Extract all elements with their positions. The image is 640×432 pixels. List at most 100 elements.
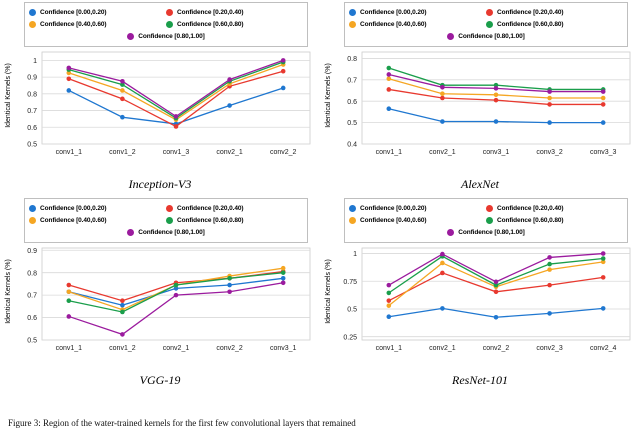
svg-text:conv2_2: conv2_2 <box>483 345 510 352</box>
legend-label: Confidence [0.60,0.80) <box>177 217 244 224</box>
legend-item: Confidence [0.40,0.60) <box>29 217 166 224</box>
plot-area-alexnet: 0.4 0.5 0.6 0.7 0.8 conv1_1 conv2_1 conv3_1 conv… <box>347 51 631 156</box>
svg-text:1: 1 <box>353 251 357 258</box>
svg-text:0.25: 0.25 <box>343 334 357 341</box>
svg-text:0.5: 0.5 <box>27 142 37 149</box>
legend-color-swatch <box>486 9 493 16</box>
legend-label: Confidence [0.60,0.80) <box>177 21 244 28</box>
svg-text:0.8: 0.8 <box>347 56 357 63</box>
legend-label: Confidence [0.40,0.60) <box>40 21 107 28</box>
figure-caption: Figure 3: Region of the water-trained ke… <box>8 418 356 428</box>
svg-text:0.5: 0.5 <box>27 338 37 345</box>
svg-text:conv1_3: conv1_3 <box>163 149 190 156</box>
legend-label: Confidence [0.00,0.20) <box>40 205 107 212</box>
svg-text:conv2_1: conv2_1 <box>429 149 456 156</box>
legend-color-swatch <box>29 9 36 16</box>
legend-color-swatch <box>29 217 36 224</box>
legend-color-swatch <box>447 33 455 40</box>
svg-text:conv2_2: conv2_2 <box>270 149 297 156</box>
panel-title-resnet: ResNet-101 <box>452 373 508 387</box>
legend-item: Confidence [0.00,0.20) <box>29 205 166 212</box>
svg-text:0.8: 0.8 <box>27 270 37 277</box>
svg-text:conv1_1: conv1_1 <box>376 345 403 352</box>
svg-text:conv1_1: conv1_1 <box>56 149 83 156</box>
svg-text:0.6: 0.6 <box>27 125 37 132</box>
legend-color-swatch <box>349 21 356 28</box>
legend-color-swatch <box>166 9 173 16</box>
svg-text:conv1_1: conv1_1 <box>376 149 403 156</box>
legend-item: Confidence [0.60,0.80) <box>166 217 303 224</box>
legend-label: Confidence [0.00,0.20) <box>360 9 427 16</box>
svg-text:0.8: 0.8 <box>27 91 37 98</box>
plot-area-resnet: 0.25 0.5 0.75 1 conv1_1 conv2_1 conv2_2 conv2_3… <box>343 247 631 352</box>
legend-label: Confidence [0.80,1.00] <box>138 33 205 40</box>
svg-text:0.9: 0.9 <box>27 248 37 255</box>
legend-label: Confidence [0.80,1.00] <box>138 229 205 236</box>
legend-label: Confidence [0.80,1.00] <box>458 229 525 236</box>
legend-label: Confidence [0.60,0.80) <box>497 21 564 28</box>
plot-area-vgg: 0.5 0.6 0.7 0.8 0.9 conv1_1 conv1_2 conv2_1 conv… <box>27 247 311 352</box>
svg-text:conv2_1: conv2_1 <box>163 345 190 352</box>
plot-area-inception: 0.5 0.6 0.7 0.8 0.9 1 conv1_1 conv1_2 conv1_3 con… <box>27 51 311 156</box>
svg-text:0.9: 0.9 <box>27 75 37 82</box>
svg-text:conv3_1: conv3_1 <box>483 149 510 156</box>
legend-item: Confidence [0.80,1.00] <box>447 33 525 40</box>
legend-color-swatch <box>166 217 173 224</box>
legend-item: Confidence [0.00,0.20) <box>349 205 486 212</box>
legend-item: Confidence [0.60,0.80) <box>486 217 623 224</box>
chart-panel-resnet: Confidence [0.00,0.20) Confidence [0.20,… <box>320 196 640 392</box>
legend-item: Confidence [0.40,0.60) <box>29 21 166 28</box>
svg-text:conv2_1: conv2_1 <box>429 345 456 352</box>
svg-text:conv2_2: conv2_2 <box>216 345 243 352</box>
legend-color-swatch <box>349 205 356 212</box>
legend-color-swatch <box>166 205 173 212</box>
legend-item: Confidence [0.00,0.20) <box>29 9 166 16</box>
legend-label: Confidence [0.00,0.20) <box>40 9 107 16</box>
svg-text:0.6: 0.6 <box>27 315 37 322</box>
legend-color-swatch <box>486 217 493 224</box>
chart-panel-inception: Confidence [0.00,0.20) Confidence [0.20,… <box>0 0 320 196</box>
legend-label: Confidence [0.20,0.40) <box>177 9 244 16</box>
legend-item: Confidence [0.20,0.40) <box>486 205 623 212</box>
svg-text:0.5: 0.5 <box>347 307 357 314</box>
legend-item: Confidence [0.40,0.60) <box>349 217 486 224</box>
legend-label: Confidence [0.60,0.80) <box>497 217 564 224</box>
legend-color-swatch <box>29 21 36 28</box>
chart-panel-alexnet: Confidence [0.00,0.20) Confidence [0.20,… <box>320 0 640 196</box>
legend-color-swatch <box>447 229 455 236</box>
legend-label: Confidence [0.80,1.00] <box>458 33 525 40</box>
legend-label: Confidence [0.20,0.40) <box>497 9 564 16</box>
legend-item: Confidence [0.00,0.20) <box>349 9 486 16</box>
legend-item: Confidence [0.80,1.00] <box>447 229 525 236</box>
svg-text:0.4: 0.4 <box>347 142 357 149</box>
panel-title-alexnet: AlexNet <box>461 177 499 191</box>
svg-text:conv2_4: conv2_4 <box>590 345 617 352</box>
legend-item: Confidence [0.20,0.40) <box>486 9 623 16</box>
svg-text:0.75: 0.75 <box>343 279 357 286</box>
legend-label: Confidence [0.00,0.20) <box>360 205 427 212</box>
legend-item: Confidence [0.60,0.80) <box>486 21 623 28</box>
legend-resnet: Confidence [0.00,0.20) Confidence [0.20,… <box>344 198 628 243</box>
svg-text:conv3_3: conv3_3 <box>590 149 617 156</box>
svg-text:0.7: 0.7 <box>27 293 37 300</box>
svg-text:conv1_2: conv1_2 <box>109 345 136 352</box>
legend-color-swatch <box>127 229 135 236</box>
legend-color-swatch <box>486 205 493 212</box>
legend-color-swatch <box>166 21 173 28</box>
legend-color-swatch <box>29 205 36 212</box>
legend-inception: Confidence [0.00,0.20) Confidence [0.20,… <box>24 2 308 47</box>
legend-label: Confidence [0.40,0.60) <box>360 217 427 224</box>
svg-text:conv3_2: conv3_2 <box>536 149 563 156</box>
legend-color-swatch <box>127 33 135 40</box>
svg-text:conv1_2: conv1_2 <box>109 149 136 156</box>
legend-label: Confidence [0.40,0.60) <box>360 21 427 28</box>
legend-item: Confidence [0.80,1.00] <box>127 33 205 40</box>
legend-label: Confidence [0.20,0.40) <box>177 205 244 212</box>
panel-title-vgg: VGG-19 <box>139 373 181 387</box>
svg-text:0.7: 0.7 <box>347 77 357 84</box>
svg-text:conv2_3: conv2_3 <box>536 345 563 352</box>
legend-label: Confidence [0.20,0.40) <box>497 205 564 212</box>
panel-title-inception: Inception-V3 <box>128 177 192 191</box>
figure-grid: Confidence [0.00,0.20) Confidence [0.20,… <box>0 0 640 392</box>
legend-alexnet: Confidence [0.00,0.20) Confidence [0.20,… <box>344 2 628 47</box>
